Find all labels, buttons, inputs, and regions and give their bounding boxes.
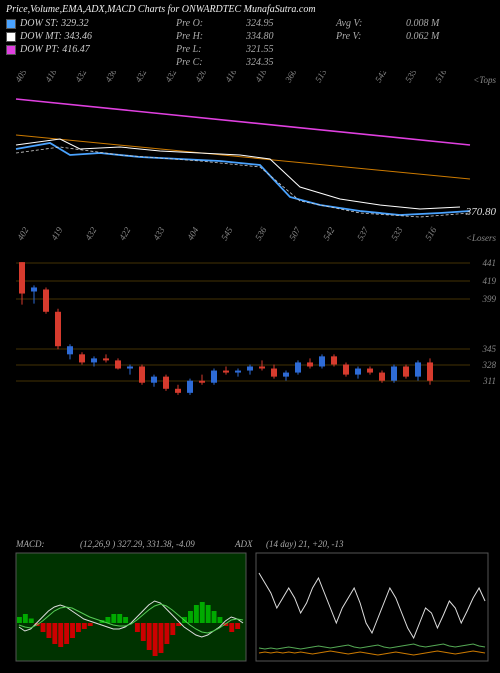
page-title: Price,Volume,EMA,ADX,MACD Charts for ONW… <box>6 4 494 15</box>
svg-text:418: 418 <box>43 71 59 84</box>
svg-text:360: 360 <box>283 71 299 85</box>
svg-text:MACD:: MACD: <box>15 539 45 549</box>
svg-text:(14 day) 21, +20, -13: (14 day) 21, +20, -13 <box>266 539 344 549</box>
svg-text:441: 441 <box>483 258 497 268</box>
svg-text:432: 432 <box>163 71 179 84</box>
volume-box: Avg V:0.008 M Pre V:0.062 M <box>336 17 439 69</box>
ohlc-box: Pre O:324.95 Pre H:334.80 Pre L:321.55 P… <box>176 17 336 69</box>
svg-text:422: 422 <box>117 225 133 242</box>
svg-text:537: 537 <box>355 225 371 242</box>
swatch-mt <box>6 32 16 42</box>
svg-text:402: 402 <box>15 225 31 242</box>
svg-text:436: 436 <box>103 71 119 84</box>
swatch-st <box>6 19 16 29</box>
svg-text:516: 516 <box>433 71 449 84</box>
svg-text:416: 416 <box>223 71 239 84</box>
svg-text:542: 542 <box>373 71 389 84</box>
svg-text:536: 536 <box>253 225 269 242</box>
svg-text:420: 420 <box>193 71 209 84</box>
svg-text:345: 345 <box>482 344 497 354</box>
svg-text:432: 432 <box>83 225 99 242</box>
svg-text:311: 311 <box>482 376 496 386</box>
legend-box: DOW ST: 329.32 DOW MT: 343.46 DOW PT: 41… <box>6 17 176 69</box>
svg-text:<Losers: <Losers <box>466 233 497 243</box>
svg-text:370.80: 370.80 <box>465 206 497 218</box>
svg-text:405: 405 <box>13 71 29 84</box>
swatch-pt <box>6 45 16 55</box>
svg-text:419: 419 <box>483 276 497 286</box>
svg-text:<Tops: <Tops <box>473 75 496 85</box>
svg-text:404: 404 <box>185 225 201 242</box>
svg-text:432: 432 <box>133 71 149 84</box>
svg-text:533: 533 <box>389 225 405 242</box>
svg-text:516: 516 <box>423 225 439 242</box>
svg-text:418: 418 <box>253 71 269 84</box>
svg-text:542: 542 <box>321 225 337 242</box>
svg-text:ADX: ADX <box>234 539 253 549</box>
svg-text:419: 419 <box>49 225 65 242</box>
svg-text:433: 433 <box>151 225 167 242</box>
svg-text:328: 328 <box>482 360 497 370</box>
svg-text:399: 399 <box>482 294 497 304</box>
chart-header: Price,Volume,EMA,ADX,MACD Charts for ONW… <box>0 0 500 71</box>
svg-text:(12,26,9 ) 327.29, 331.38, -4.: (12,26,9 ) 327.29, 331.38, -4.09 <box>80 539 195 549</box>
svg-text:507: 507 <box>287 225 303 242</box>
svg-text:535: 535 <box>403 71 419 84</box>
svg-text:513: 513 <box>313 71 329 84</box>
main-chart-svg: 405 418 432 436 432 432 420 416 418 360 513 542 535 5… <box>0 71 500 673</box>
svg-text:545: 545 <box>219 225 235 242</box>
svg-text:432: 432 <box>73 71 89 84</box>
